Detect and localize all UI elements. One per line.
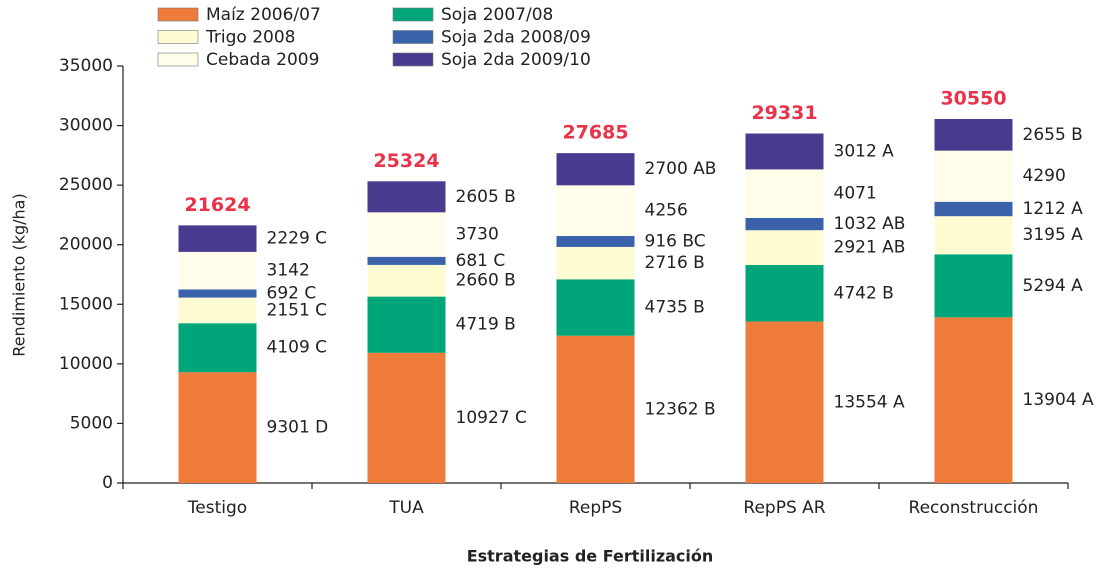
data-label: 2605 B <box>456 187 516 207</box>
bar-segment <box>745 265 824 322</box>
data-label: 3142 <box>267 261 310 281</box>
data-label: 916 BC <box>645 231 706 251</box>
bar-segment <box>178 289 257 298</box>
x-tick-label: TUA <box>388 498 424 518</box>
legend-swatch <box>392 7 434 22</box>
legend-label: Soja 2da 2009/10 <box>441 50 591 70</box>
data-label: 13904 A <box>1023 390 1094 410</box>
data-label: 2660 B <box>456 271 516 291</box>
legend-label: Soja 2007/08 <box>441 5 553 25</box>
data-label: 13554 A <box>834 392 905 412</box>
total-label: 30550 <box>940 88 1006 110</box>
data-label: 3012 A <box>834 141 895 161</box>
y-axis-label: Rendimiento (kg/ha) <box>10 193 29 356</box>
bar-segment <box>934 150 1013 202</box>
data-label: 2151 C <box>267 300 328 320</box>
data-label: 4290 <box>1023 166 1066 186</box>
legend-swatch <box>392 52 434 67</box>
legend-label: Maíz 2006/07 <box>206 5 321 25</box>
bar-segment <box>934 254 1013 318</box>
bar-segment <box>367 352 446 483</box>
total-label: 29331 <box>751 102 817 124</box>
bar-segment <box>178 372 257 483</box>
bar-segment <box>556 279 635 336</box>
bar-segment <box>367 212 446 257</box>
x-tick-label: RepPS AR <box>743 498 825 518</box>
legend-label: Soja 2da 2008/09 <box>441 28 591 48</box>
bar-segment <box>745 217 824 231</box>
legend-swatch <box>157 52 199 67</box>
y-tick-label: 10000 <box>59 354 113 374</box>
data-label: 5294 A <box>1023 276 1084 296</box>
bar-segment <box>556 236 635 247</box>
data-label: 12362 B <box>645 399 716 419</box>
bar-segment <box>556 246 635 280</box>
bar-segment <box>178 323 257 373</box>
bar-segment <box>745 230 824 266</box>
data-label: 1212 A <box>1023 199 1084 219</box>
total-label: 25324 <box>373 150 439 172</box>
x-tick-label: Testigo <box>187 498 247 518</box>
y-tick-label: 35000 <box>59 56 113 76</box>
bar-segment <box>934 317 1013 483</box>
y-tick-label: 15000 <box>59 294 113 314</box>
data-label: 4735 B <box>645 298 705 318</box>
bar-segment <box>934 216 1013 255</box>
x-tick-label: RepPS <box>569 498 622 518</box>
legend-label: Trigo 2008 <box>205 28 295 48</box>
bar-segment <box>934 119 1013 151</box>
data-label: 2700 AB <box>645 159 717 179</box>
x-tick-label: Reconstrucción <box>909 498 1039 518</box>
data-label: 2921 AB <box>834 238 906 258</box>
data-label: 2716 B <box>645 253 705 273</box>
bar-segment <box>367 256 446 265</box>
y-tick-label: 20000 <box>59 235 113 255</box>
bar-segment <box>745 321 824 483</box>
data-label: 4109 C <box>267 338 328 358</box>
bar-segment <box>178 297 257 324</box>
data-label: 10927 C <box>456 408 527 428</box>
bar-segment <box>556 185 635 237</box>
bar-segment <box>934 201 1013 217</box>
legend-label: Cebada 2009 <box>206 50 319 70</box>
x-axis-label: Estrategias de Fertilización <box>467 547 714 566</box>
data-label: 4719 B <box>456 315 516 335</box>
total-label: 21624 <box>184 194 250 216</box>
data-label: 692 C <box>267 283 317 303</box>
data-label: 1032 AB <box>834 214 906 234</box>
data-label: 4256 <box>645 201 688 221</box>
bar-segment <box>178 225 257 252</box>
legend-swatch <box>157 30 199 44</box>
bar-segment <box>745 169 824 218</box>
legend-swatch <box>157 7 199 22</box>
y-tick-label: 0 <box>102 473 113 493</box>
bar-segment <box>745 133 824 170</box>
bar-segment <box>367 181 446 213</box>
data-label: 9301 D <box>267 418 329 438</box>
data-label: 2655 B <box>1023 125 1083 145</box>
y-tick-label: 30000 <box>59 116 113 136</box>
data-label: 3195 A <box>1023 225 1084 245</box>
bar-segment <box>556 335 635 483</box>
bar-segment <box>367 296 446 353</box>
data-label: 4071 <box>834 184 877 204</box>
y-tick-label: 25000 <box>59 175 113 195</box>
bar-segment <box>178 251 257 290</box>
legend-swatch <box>392 30 434 44</box>
bar-segment <box>556 153 635 186</box>
data-label: 4742 B <box>834 283 894 303</box>
total-label: 27685 <box>562 122 628 144</box>
bar-segment <box>367 264 446 297</box>
data-label: 3730 <box>456 225 499 245</box>
data-label: 681 C <box>456 251 506 271</box>
data-label: 2229 C <box>267 229 328 249</box>
y-tick-label: 5000 <box>70 413 113 433</box>
